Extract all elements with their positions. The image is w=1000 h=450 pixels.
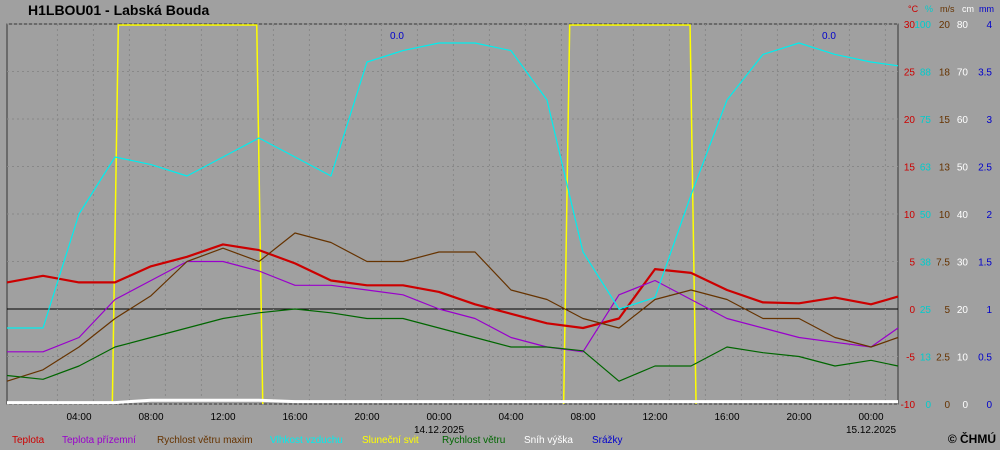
precip-total-label: 0.0 <box>822 31 836 42</box>
series-line-Vlhkost vzduchu <box>7 42 899 329</box>
axis-tick-snow_cm: 60 <box>957 115 969 126</box>
x-tick-label: 16:00 <box>714 412 739 423</box>
legend-item: Vlhkost vzduchu <box>270 435 343 446</box>
axis-tick-snow_cm: 20 <box>957 305 969 316</box>
legend-item: Teplota přízemní <box>62 435 136 446</box>
unit-header: m/s <box>940 4 955 14</box>
axis-tick-wind_ms: 2.5 <box>936 353 950 364</box>
legend-item: Sníh výška <box>524 435 573 446</box>
legend-item: Srážky <box>592 435 623 446</box>
axis-tick-humidity_pct: 38 <box>920 258 932 269</box>
axis-tick-temp_c: 0 <box>909 305 915 316</box>
axis-tick-temp_c: -5 <box>906 353 915 364</box>
axis-tick-wind_ms: 15 <box>939 115 951 126</box>
axis-tick-snow_cm: 30 <box>957 258 969 269</box>
legend-item: Rychlost větru <box>442 435 506 446</box>
x-tick-label: 20:00 <box>354 412 379 423</box>
axis-tick-snow_cm: 50 <box>957 163 969 174</box>
chart-title: H1LBOU01 - Labská Bouda <box>28 2 210 18</box>
axis-tick-precip_mm: 4 <box>986 20 992 31</box>
axis-tick-wind_ms: 5 <box>944 305 950 316</box>
axis-tick-snow_cm: 70 <box>957 68 969 79</box>
series-line-Sníh výška <box>7 398 898 405</box>
axis-tick-temp_c: 30 <box>904 20 916 31</box>
axis-tick-humidity_pct: 25 <box>920 305 932 316</box>
x-tick-label: 00:00 <box>858 412 883 423</box>
precip-total-label: 0.0 <box>390 31 404 42</box>
series-line-Rychlost větru maxim <box>6 232 899 382</box>
x-tick-label: 04:00 <box>66 412 91 423</box>
axis-tick-humidity_pct: 88 <box>920 68 932 79</box>
series-line-Teplota přízemní <box>7 260 899 353</box>
axis-tick-snow_cm: 40 <box>957 210 969 221</box>
axis-tick-precip_mm: 3 <box>986 115 992 126</box>
axis-tick-temp_c: 10 <box>904 210 916 221</box>
unit-header: cm <box>962 4 974 14</box>
axis-tick-temp_c: 15 <box>904 163 916 174</box>
axis-tick-humidity_pct: 50 <box>920 210 932 221</box>
axis-tick-wind_ms: 7.5 <box>936 258 950 269</box>
x-tick-label: 08:00 <box>570 412 595 423</box>
axis-tick-humidity_pct: 0 <box>925 400 931 411</box>
legend-item: Sluneční svit <box>362 435 419 446</box>
copyright: © ČHMÚ <box>947 432 996 446</box>
x-tick-label: 08:00 <box>138 412 163 423</box>
unit-header: % <box>925 4 934 14</box>
axis-tick-precip_mm: 1 <box>986 305 992 316</box>
axis-tick-humidity_pct: 63 <box>920 163 932 174</box>
x-tick-label: 12:00 <box>642 412 667 423</box>
unit-header: °C <box>908 4 919 14</box>
legend: Teplota Teplota přízemní Rychlost větru ma… <box>0 435 1000 450</box>
date-label: 15.12.2025 <box>846 425 896 436</box>
axis-tick-humidity_pct: 100 <box>914 20 931 31</box>
axis-tick-humidity_pct: 13 <box>920 353 932 364</box>
axis-tick-precip_mm: 2 <box>986 210 992 221</box>
axis-tick-wind_ms: 20 <box>939 20 951 31</box>
axis-tick-snow_cm: 10 <box>957 353 969 364</box>
axis-tick-temp_c: 25 <box>904 68 916 79</box>
x-tick-label: 00:00 <box>426 412 451 423</box>
axis-tick-precip_mm: 2.5 <box>978 163 992 174</box>
axis-tick-temp_c: -10 <box>901 400 916 411</box>
date-label: 14.12.2025 <box>414 425 464 436</box>
series-line-Rychlost větru <box>6 308 899 382</box>
x-tick-label: 20:00 <box>786 412 811 423</box>
axis-tick-snow_cm: 80 <box>957 20 969 31</box>
axis-tick-wind_ms: 0 <box>944 400 950 411</box>
sunshine-block <box>562 24 697 405</box>
x-tick-label: 04:00 <box>498 412 523 423</box>
legend-item: Rychlost větru maxim <box>157 435 253 446</box>
axis-tick-temp_c: 5 <box>909 258 915 269</box>
x-tick-label: 16:00 <box>282 412 307 423</box>
axis-tick-precip_mm: 0.5 <box>978 353 992 364</box>
axis-tick-wind_ms: 10 <box>939 210 951 221</box>
axis-tick-temp_c: 20 <box>904 115 916 126</box>
sunshine-block <box>111 24 264 405</box>
x-tick-label: 12:00 <box>210 412 235 423</box>
axis-tick-wind_ms: 13 <box>939 163 951 174</box>
axis-tick-humidity_pct: 75 <box>920 115 932 126</box>
axis-tick-precip_mm: 3.5 <box>978 68 992 79</box>
legend-item: Teplota <box>12 435 45 446</box>
axis-tick-snow_cm: 0 <box>962 400 968 411</box>
axis-tick-wind_ms: 18 <box>939 68 951 79</box>
axis-tick-precip_mm: 0 <box>986 400 992 411</box>
series-line-Teplota <box>6 243 899 330</box>
unit-header: mm <box>979 4 994 14</box>
axis-tick-precip_mm: 1.5 <box>978 258 992 269</box>
